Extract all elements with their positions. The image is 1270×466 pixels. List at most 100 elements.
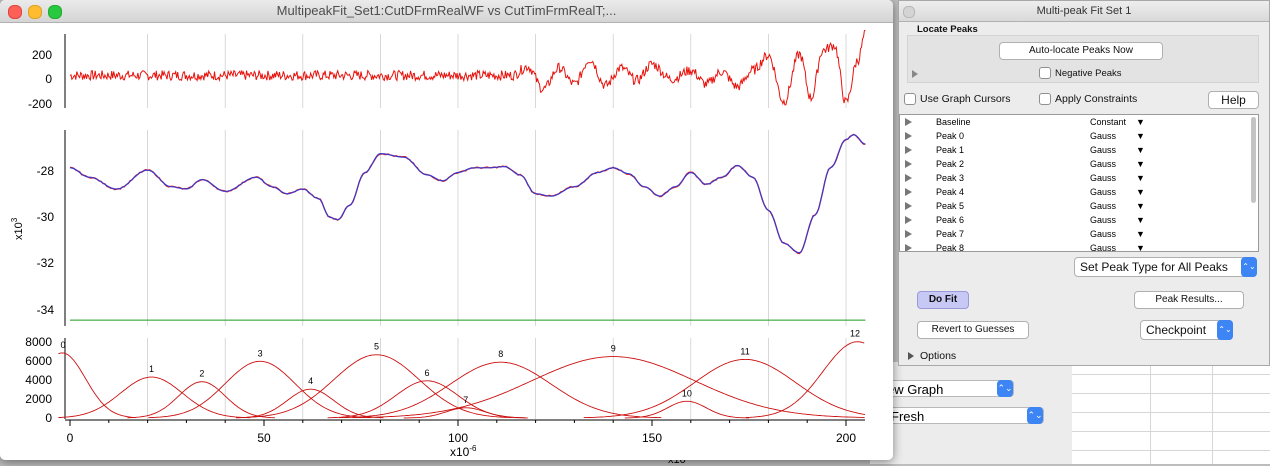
popup-arrow-icon: ⌃⌄ — [1241, 257, 1257, 277]
chevron-down-icon[interactable]: ▼ — [1136, 131, 1145, 141]
peak-list-row[interactable]: Peak 3 Gauss ▼ — [900, 172, 1240, 186]
multipeak-fit-panel: Multi-peak Fit Set 1 Locate Peaks Auto-l… — [898, 0, 1270, 366]
peak-curve — [236, 388, 384, 419]
x-tick-label: 100 — [448, 431, 468, 445]
chevron-down-icon[interactable]: ▼ — [1136, 215, 1145, 225]
peak-name: Peak 2 — [936, 159, 965, 169]
residual-trace — [69, 30, 866, 106]
x-tick-label: 150 — [642, 431, 662, 445]
fit-trace — [69, 134, 866, 254]
expand-triangle-icon[interactable] — [905, 216, 912, 224]
peak-name: Peak 6 — [936, 215, 965, 225]
peak-curve — [403, 407, 528, 419]
set-peak-type-popup[interactable]: Set Peak Type for All Peaks ⌃⌄ — [1074, 257, 1257, 277]
revert-to-guesses-button[interactable]: Revert to Guesses — [917, 321, 1029, 339]
peak-type: Gauss — [1090, 229, 1117, 239]
peak-list-row[interactable]: Peak 5 Gauss ▼ — [900, 200, 1240, 214]
residual-panel: 200 0 -200 — [28, 30, 866, 111]
peak-curve — [339, 361, 662, 419]
peak-name: Peak 8 — [936, 243, 965, 252]
graph-window: MultipeakFit_Set1:CutDFrmRealWF vs CutTi… — [0, 0, 893, 460]
zoom-icon[interactable] — [48, 5, 62, 19]
auto-locate-button[interactable]: Auto-locate Peaks Now — [999, 42, 1163, 60]
peak-curve — [239, 354, 512, 419]
fit-tick-label: -28 — [37, 164, 55, 178]
negative-peaks-checkbox[interactable] — [1039, 67, 1051, 79]
apply-constraints-checkbox[interactable] — [1039, 93, 1051, 105]
peak-list-row[interactable]: Peak 7 Gauss ▼ — [900, 228, 1240, 242]
expand-triangle-icon[interactable] — [905, 174, 912, 182]
peak-list-row[interactable]: Baseline Constant ▼ — [900, 116, 1240, 130]
peak-label: 4 — [308, 376, 313, 386]
close-icon[interactable] — [8, 5, 22, 19]
peaks-tick-label: 8000 — [25, 335, 52, 349]
list-scrollbar[interactable] — [1251, 117, 1256, 203]
peak-type: Gauss — [1090, 201, 1117, 211]
peak-label: 7 — [463, 395, 468, 405]
peak-label: 8 — [498, 349, 503, 359]
peak-list-row[interactable]: Peak 2 Gauss ▼ — [900, 158, 1240, 172]
peak-curve — [148, 360, 372, 419]
chevron-down-icon[interactable]: ▼ — [1136, 145, 1145, 155]
peak-label: 9 — [611, 344, 616, 354]
peak-name: Baseline — [936, 117, 971, 127]
chevron-down-icon[interactable]: ▼ — [1136, 173, 1145, 183]
new-graph-popup[interactable]: ew Graph ⌃⌄ — [876, 380, 1014, 397]
negative-peaks-label: Negative Peaks — [1055, 68, 1122, 79]
close-icon[interactable] — [903, 6, 915, 18]
peak-label: 3 — [258, 348, 263, 358]
expand-triangle-icon[interactable] — [905, 230, 912, 238]
minimize-icon[interactable] — [28, 5, 42, 19]
peak-label: 5 — [374, 342, 379, 352]
fit-unit-label: x103 — [10, 217, 25, 240]
peak-curve — [583, 358, 866, 419]
expand-triangle-icon[interactable] — [905, 202, 912, 210]
peak-name: Peak 5 — [936, 201, 965, 211]
peak-list-row[interactable]: Peak 1 Gauss ▼ — [900, 144, 1240, 158]
peak-list-row[interactable]: Peak 8 Gauss ▼ — [900, 242, 1240, 252]
expand-triangle-icon[interactable] — [905, 160, 912, 168]
use-graph-cursors-checkbox[interactable] — [904, 93, 916, 105]
expand-triangle-icon[interactable] — [905, 146, 912, 154]
peak-results-button[interactable]: Peak Results... — [1134, 291, 1244, 309]
peak-type: Gauss — [1090, 131, 1117, 141]
do-fit-button[interactable]: Do Fit — [917, 291, 969, 309]
peak-list-row[interactable]: Peak 6 Gauss ▼ — [900, 214, 1240, 228]
panel-titlebar[interactable]: Multi-peak Fit Set 1 — [899, 1, 1269, 22]
x-tick-label: 0 — [67, 431, 74, 445]
peak-label: 6 — [424, 368, 429, 378]
peak-label: 0 — [60, 340, 65, 350]
help-button[interactable]: Help — [1208, 91, 1259, 109]
peak-curve — [58, 352, 137, 419]
chevron-down-icon[interactable]: ▼ — [1136, 243, 1145, 252]
expand-triangle-icon[interactable] — [905, 118, 912, 126]
peak-label: 12 — [850, 329, 860, 339]
expand-triangle-icon[interactable] — [905, 188, 912, 196]
fit-tick-label: -30 — [37, 210, 55, 224]
expand-triangle-icon[interactable] — [905, 244, 912, 251]
chevron-down-icon[interactable]: ▼ — [1136, 117, 1145, 127]
options-disclosure-icon[interactable] — [908, 352, 914, 360]
peak-name: Peak 1 — [936, 145, 965, 155]
chevron-down-icon[interactable]: ▼ — [1136, 187, 1145, 197]
peak-name: Peak 0 — [936, 131, 965, 141]
expand-triangle-icon[interactable] — [905, 132, 912, 140]
multipeak-plot[interactable]: 200 0 -200 -28 -30 -32 -34 x103 8000 600… — [0, 22, 893, 460]
peak-type: Gauss — [1090, 145, 1117, 155]
chevron-down-icon[interactable]: ▼ — [1136, 201, 1145, 211]
peak-list[interactable]: Baseline Constant ▼ Peak 0 Gauss ▼ Peak 1 Gauss… — [899, 114, 1259, 252]
peak-label: 2 — [199, 369, 204, 379]
disclosure-triangle-icon[interactable] — [912, 70, 918, 78]
checkpoint-popup[interactable]: Checkpoint ⌃⌄ — [1140, 320, 1233, 340]
options-label[interactable]: Options — [920, 350, 957, 362]
peak-name: Peak 4 — [936, 187, 965, 197]
fit-tick-label: -34 — [37, 303, 55, 317]
chevron-down-icon[interactable]: ▼ — [1136, 159, 1145, 169]
peak-list-row[interactable]: Peak 0 Gauss ▼ — [900, 130, 1240, 144]
peak-label: 11 — [740, 346, 749, 356]
peak-list-row[interactable]: Peak 4 Gauss ▼ — [900, 186, 1240, 200]
chevron-down-icon[interactable]: ▼ — [1136, 229, 1145, 239]
peak-type: Gauss — [1090, 159, 1117, 169]
fresh-popup[interactable]: Fresh ⌃⌄ — [884, 407, 1044, 424]
graph-titlebar[interactable]: MultipeakFit_Set1:CutDFrmRealWF vs CutTi… — [0, 0, 893, 23]
